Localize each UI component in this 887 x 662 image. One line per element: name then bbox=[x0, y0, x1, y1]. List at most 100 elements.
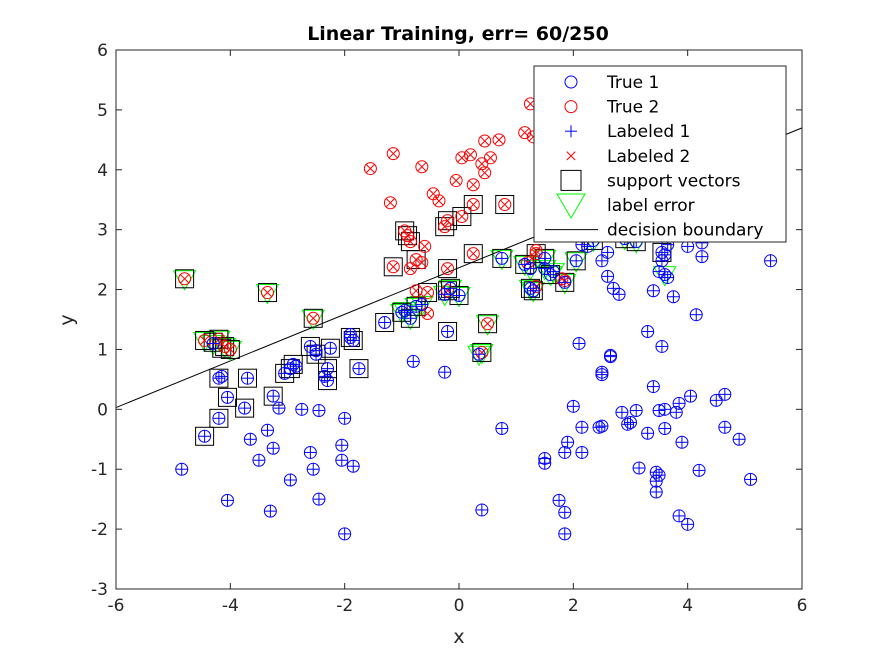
class1-plus-marker bbox=[675, 436, 688, 449]
class1-plus-marker bbox=[304, 446, 317, 459]
class1-plus-marker bbox=[538, 457, 551, 470]
class1-plus-marker bbox=[670, 406, 683, 419]
legend-entry: label error bbox=[556, 193, 695, 219]
class2-cross-marker bbox=[443, 264, 453, 274]
class2-cross-marker bbox=[494, 135, 504, 145]
class2-cross-marker bbox=[411, 286, 421, 296]
class2-circle-marker bbox=[555, 272, 569, 286]
y-tick-label: -3 bbox=[91, 580, 108, 600]
class1-plus-marker bbox=[547, 265, 560, 278]
class1-plus-marker bbox=[272, 402, 285, 415]
y-tick-label: -2 bbox=[91, 520, 108, 540]
class2-circle-marker bbox=[403, 235, 417, 249]
class1-plus-marker bbox=[312, 493, 325, 506]
class2-circle-marker bbox=[478, 166, 492, 180]
legend-label: Labeled 1 bbox=[607, 122, 690, 142]
class1-plus-marker bbox=[681, 518, 694, 531]
class1-plus-marker bbox=[658, 268, 671, 281]
class2-cross-marker bbox=[483, 319, 493, 329]
class1-plus-marker bbox=[558, 276, 571, 289]
class2-circle-marker bbox=[415, 256, 429, 270]
class1-plus-marker bbox=[653, 404, 666, 417]
class2-circle-marker bbox=[483, 151, 497, 165]
class1-plus-marker bbox=[290, 360, 303, 373]
class2-circle-marker bbox=[178, 272, 192, 286]
class1-plus-marker bbox=[613, 288, 626, 301]
class1-plus-marker bbox=[295, 403, 308, 416]
class2-cross-marker bbox=[214, 334, 224, 344]
class2-circle-marker bbox=[463, 148, 477, 162]
class2-cross-marker bbox=[468, 199, 478, 210]
class1-plus-marker bbox=[693, 464, 706, 477]
class2-cross-marker bbox=[405, 237, 415, 247]
class1-plus-marker bbox=[650, 475, 663, 488]
class1-plus-marker bbox=[438, 366, 451, 379]
class1-plus-marker bbox=[267, 442, 280, 455]
class1-plus-marker bbox=[352, 362, 365, 375]
class1-plus-marker bbox=[718, 388, 731, 401]
class1-plus-marker bbox=[658, 422, 671, 435]
legend-label: True 1 bbox=[606, 73, 659, 93]
class1-plus-marker bbox=[307, 463, 320, 476]
class1-plus-marker bbox=[624, 416, 637, 429]
support-vector-marker bbox=[495, 195, 515, 215]
support-vector-marker bbox=[195, 426, 215, 446]
class2-circle-marker bbox=[492, 133, 506, 147]
legend-plus-icon bbox=[565, 125, 577, 138]
class1-plus-marker bbox=[558, 446, 571, 459]
class2-circle-marker bbox=[306, 311, 320, 325]
class1-plus-marker bbox=[667, 290, 680, 303]
y-tick-label: -1 bbox=[91, 460, 108, 480]
class1-plus-marker bbox=[573, 337, 586, 350]
support-vector-marker bbox=[375, 312, 395, 332]
support-vector-marker bbox=[217, 387, 237, 407]
support-vector-marker bbox=[438, 259, 458, 279]
class1-plus-marker bbox=[601, 246, 614, 259]
class2-cross-marker bbox=[405, 264, 415, 274]
class1-plus-marker bbox=[601, 270, 614, 283]
class1-plus-marker bbox=[495, 252, 508, 265]
class1-plus-marker bbox=[267, 390, 280, 403]
support-vector-marker bbox=[438, 321, 458, 341]
class2-cross-marker bbox=[388, 149, 398, 159]
class1-plus-marker bbox=[575, 421, 588, 434]
class1-plus-marker bbox=[453, 289, 465, 302]
class1-plus-marker bbox=[595, 368, 608, 381]
class1-plus-marker bbox=[212, 412, 225, 425]
class2-circle-marker bbox=[466, 178, 480, 192]
class2-cross-marker bbox=[388, 262, 398, 272]
support-vector-marker bbox=[257, 283, 277, 303]
legend-circle-icon bbox=[564, 75, 578, 89]
class1-plus-marker bbox=[338, 412, 351, 425]
legend-items: True 1 True 2 Labeled 1 Labeled 2 support ve… bbox=[545, 73, 763, 241]
class2-circle-marker bbox=[449, 174, 463, 188]
class2-circle-marker bbox=[383, 196, 397, 210]
class1-plus-marker bbox=[321, 374, 334, 387]
x-axis-label: x bbox=[453, 626, 464, 648]
y-tick-label: 5 bbox=[97, 101, 108, 121]
class2-cross-marker bbox=[365, 164, 375, 174]
class2-circle-marker bbox=[478, 134, 492, 148]
x-tick-label: 6 bbox=[797, 596, 808, 616]
class2-circle-marker bbox=[518, 126, 532, 140]
class1-plus-marker bbox=[595, 254, 608, 267]
class1-plus-marker bbox=[764, 254, 777, 267]
class1-plus-marker bbox=[630, 404, 643, 417]
class2-cross-marker bbox=[434, 196, 444, 206]
class1-plus-marker bbox=[570, 254, 583, 267]
tick-layer: -6 -4 -2 0 2 4 6 -3 -2 -1 0 1 2 3 4 5 6 bbox=[91, 41, 807, 616]
y-tick-label: 3 bbox=[97, 221, 108, 241]
class1-plus-marker bbox=[444, 282, 457, 295]
class2-circle-marker bbox=[432, 194, 446, 208]
support-vector-marker bbox=[449, 286, 469, 306]
support-vector-marker bbox=[492, 248, 512, 268]
class1-plus-marker bbox=[473, 348, 486, 361]
class2-cross-marker bbox=[428, 189, 438, 199]
y-tick-label: 2 bbox=[97, 281, 108, 301]
class2-circle-marker bbox=[529, 247, 543, 261]
class2-cross-marker bbox=[500, 199, 510, 210]
class1-plus-marker bbox=[335, 454, 348, 467]
class1-plus-marker bbox=[198, 430, 211, 443]
y-tick-label: 0 bbox=[97, 400, 108, 420]
class1-plus-marker bbox=[378, 316, 391, 329]
